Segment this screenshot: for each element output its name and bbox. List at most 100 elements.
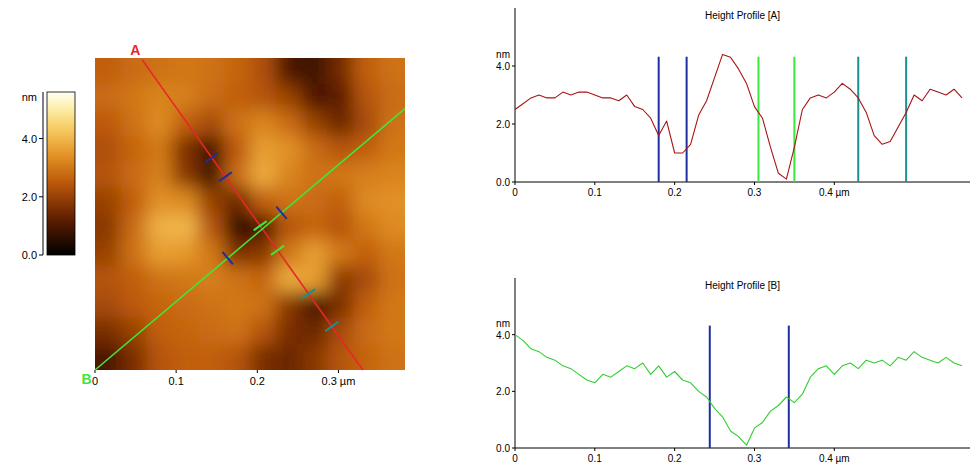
height-cell <box>379 292 405 319</box>
height-cell <box>147 162 173 189</box>
height-cell <box>121 318 147 345</box>
profile-panel: Height Profile [B]0.02.04.0nm00.10.20.30… <box>496 278 970 464</box>
height-cell <box>250 136 276 163</box>
colorbar-label: nm <box>22 91 37 103</box>
height-cell <box>95 58 121 85</box>
y-tick-label: 0.0 <box>496 443 510 454</box>
y-tick-label: 4.0 <box>496 330 510 341</box>
height-cell <box>198 84 224 111</box>
height-cell <box>198 344 224 370</box>
x-tick-label: 0.3 <box>748 187 762 198</box>
height-cell <box>353 344 379 370</box>
colorbar-axis <box>43 92 44 255</box>
height-cell <box>250 188 276 215</box>
height-cell <box>224 214 250 241</box>
height-cell <box>353 266 379 293</box>
height-cell <box>379 266 405 293</box>
height-cell <box>95 136 121 163</box>
height-cell <box>224 136 250 163</box>
height-cell <box>121 188 147 215</box>
x-axis <box>515 448 970 449</box>
height-cell <box>224 266 250 293</box>
x-tick <box>176 370 177 373</box>
height-cell <box>250 318 276 345</box>
x-tick-label: 0.3 <box>748 453 762 464</box>
height-cell <box>302 214 328 241</box>
height-cell <box>276 292 302 319</box>
height-cell <box>224 188 250 215</box>
x-tick <box>594 448 595 451</box>
height-cell <box>276 58 302 85</box>
height-cell <box>276 162 302 189</box>
height-cell <box>353 318 379 345</box>
x-tick-label: 0.1 <box>588 187 602 198</box>
height-cell <box>353 188 379 215</box>
cursor-line <box>857 57 859 182</box>
height-cell <box>173 344 199 370</box>
height-cell <box>353 240 379 267</box>
height-cell <box>276 84 302 111</box>
height-cell <box>276 110 302 137</box>
height-cell <box>173 84 199 111</box>
height-cell <box>250 266 276 293</box>
height-cell <box>173 318 199 345</box>
plot-data <box>515 54 962 182</box>
colorbar-tick-label: 4.0 <box>22 133 37 145</box>
height-cell <box>276 344 302 370</box>
height-cell <box>250 84 276 111</box>
height-cell <box>173 266 199 293</box>
height-cell <box>147 344 173 370</box>
height-cell <box>353 162 379 189</box>
line-letter: A <box>130 42 140 58</box>
x-tick-label: 0.2 <box>668 453 682 464</box>
y-axis-label: nm <box>496 49 510 60</box>
height-cell <box>379 240 405 267</box>
height-cell <box>328 58 354 85</box>
x-tick <box>594 182 595 185</box>
colorbar-tick <box>39 196 43 197</box>
cursor-marker <box>223 252 233 264</box>
height-cell <box>224 344 250 370</box>
x-tick-label: 0 <box>92 375 98 387</box>
scan-line <box>95 109 405 370</box>
x-tick-label: 0.2 <box>250 375 265 387</box>
height-cell <box>173 110 199 137</box>
height-cell <box>95 292 121 319</box>
height-cell <box>198 58 224 85</box>
height-cell <box>173 240 199 267</box>
height-cell <box>250 162 276 189</box>
y-axis <box>515 278 516 448</box>
height-cell <box>95 162 121 189</box>
height-cell <box>121 240 147 267</box>
x-tick <box>674 448 675 451</box>
height-cell <box>302 110 328 137</box>
y-tick-label: 0.0 <box>496 177 510 188</box>
x-tick <box>515 448 516 451</box>
cursor-marker <box>325 322 338 331</box>
height-cell <box>198 240 224 267</box>
y-tick <box>512 124 515 125</box>
height-profile-line <box>515 54 962 179</box>
height-cell <box>95 84 121 111</box>
colorbar-tick <box>39 138 43 139</box>
height-cell <box>250 344 276 370</box>
colorbar-tick <box>39 255 43 256</box>
height-cell <box>147 266 173 293</box>
height-cell <box>328 84 354 111</box>
cursor-marker <box>302 289 315 298</box>
height-cell <box>121 110 147 137</box>
colorbar-tick-label: 2.0 <box>22 191 37 203</box>
height-cell <box>379 344 405 370</box>
cursor-marker <box>276 207 286 219</box>
x-tick <box>257 370 258 373</box>
height-cell <box>224 58 250 85</box>
height-cell <box>121 136 147 163</box>
height-cell <box>276 318 302 345</box>
height-cell <box>328 110 354 137</box>
height-cell <box>95 240 121 267</box>
height-cell <box>95 266 121 293</box>
height-cell <box>379 110 405 137</box>
height-profile-line <box>515 335 962 446</box>
cursor-marker <box>205 153 218 162</box>
height-cell <box>95 110 121 137</box>
